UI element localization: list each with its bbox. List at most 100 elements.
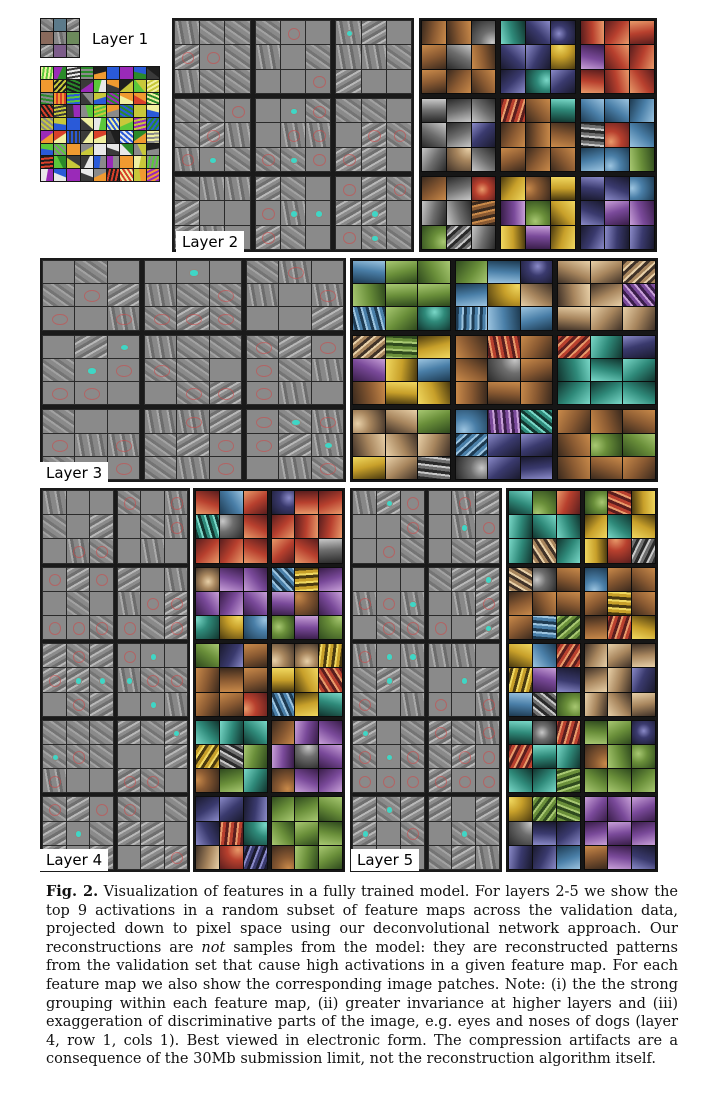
- recon-cell: [145, 284, 177, 307]
- image-patch: [446, 177, 471, 201]
- image-patch: [271, 821, 295, 845]
- image-patch: [196, 491, 219, 515]
- recon-cell: [279, 410, 311, 433]
- recon-cell: [306, 225, 331, 249]
- recon-cell: [400, 539, 424, 563]
- feature-map-reconstruction: [254, 176, 332, 250]
- recon-cell: [280, 201, 306, 225]
- layer5-label: Layer 5: [351, 849, 420, 871]
- layer2-reconstructions: [172, 18, 414, 252]
- recon-cell: [117, 567, 140, 591]
- recon-cell: [66, 692, 89, 716]
- feature-map-patches: [500, 176, 576, 250]
- recon-cell: [117, 720, 140, 744]
- recon-cell: [376, 644, 400, 668]
- image-patch: [605, 201, 630, 225]
- feature-map-patches: [583, 643, 656, 717]
- image-patch: [295, 515, 319, 539]
- recon-cell: [336, 147, 361, 171]
- layer1-filter: [67, 79, 80, 92]
- recon-cell: [117, 539, 140, 563]
- image-patch: [556, 491, 580, 515]
- recon-cell: [107, 335, 139, 358]
- image-patch: [520, 307, 553, 330]
- recon-cell: [247, 456, 279, 479]
- feature-map-patches: [583, 566, 656, 641]
- recon-cell: [90, 821, 113, 845]
- image-patch: [558, 410, 590, 433]
- layer1-filter: [67, 105, 80, 118]
- filter-cell: [54, 45, 66, 57]
- layer1-filter: [93, 156, 107, 169]
- layer5-reconstructions: [350, 488, 502, 872]
- layer1-filter: [146, 105, 159, 118]
- recon-cell: [311, 307, 343, 330]
- image-patch: [532, 591, 556, 615]
- image-patch: [584, 845, 608, 869]
- recon-cell: [428, 668, 452, 692]
- image-patch: [584, 720, 608, 744]
- recon-cell: [75, 307, 107, 330]
- recon-cell: [66, 567, 89, 591]
- recon-cell: [75, 261, 107, 284]
- recon-cell: [476, 821, 499, 845]
- layer1-filter-cells: [40, 18, 80, 58]
- recon-cell: [306, 201, 331, 225]
- recon-cell: [145, 358, 177, 382]
- image-patch: [608, 692, 632, 716]
- recon-cell: [400, 744, 424, 769]
- layer1-filter: [80, 130, 93, 143]
- recon-cell: [306, 69, 331, 93]
- image-patch: [608, 567, 632, 591]
- image-patch: [520, 261, 553, 284]
- recon-cell: [476, 644, 499, 668]
- recon-cell: [280, 177, 306, 201]
- recon-cell: [279, 433, 311, 456]
- image-patch: [243, 591, 267, 615]
- layer1-filter: [80, 118, 93, 130]
- recon-cell: [209, 261, 241, 284]
- image-patch: [219, 539, 243, 563]
- recon-cell: [225, 123, 250, 147]
- recon-cell: [66, 491, 89, 515]
- image-patch: [580, 177, 605, 201]
- layer5-recon-grid: [350, 488, 502, 872]
- image-patch: [196, 769, 219, 793]
- recon-cell: [452, 668, 476, 692]
- image-patch: [526, 45, 550, 69]
- recon-cell: [43, 284, 75, 307]
- layer1-filter: [80, 92, 93, 105]
- image-patch: [632, 539, 655, 563]
- feature-map-patches: [352, 334, 451, 406]
- recon-cell: [336, 201, 361, 225]
- recon-cell: [43, 335, 75, 358]
- recon-cell: [247, 410, 279, 433]
- feature-map-patches: [583, 719, 656, 794]
- layer1-filter: [120, 143, 133, 156]
- image-patch: [558, 456, 590, 479]
- image-patch: [471, 69, 496, 93]
- feature-map-reconstruction: [174, 20, 251, 94]
- image-patch: [605, 21, 630, 45]
- recon-cell: [66, 720, 89, 744]
- image-patch: [632, 769, 655, 793]
- layer1-filter: [133, 169, 146, 181]
- image-patch: [455, 433, 488, 456]
- layer1-filter: [54, 105, 67, 118]
- recon-cell: [336, 21, 361, 45]
- image-patch: [608, 845, 632, 869]
- feature-map-patches: [508, 719, 581, 794]
- layer1-filter: [133, 92, 146, 105]
- recon-cell: [141, 539, 164, 563]
- image-patch: [385, 410, 418, 433]
- recon-cell: [43, 358, 75, 382]
- feature-map-patches: [421, 98, 497, 172]
- recon-cell: [376, 615, 400, 640]
- recon-cell: [336, 123, 361, 147]
- image-patch: [219, 744, 243, 769]
- recon-cell: [141, 797, 164, 821]
- recon-cell: [164, 567, 187, 591]
- layer1-filter: [41, 92, 54, 105]
- image-patch: [509, 491, 532, 515]
- image-patch: [526, 147, 550, 171]
